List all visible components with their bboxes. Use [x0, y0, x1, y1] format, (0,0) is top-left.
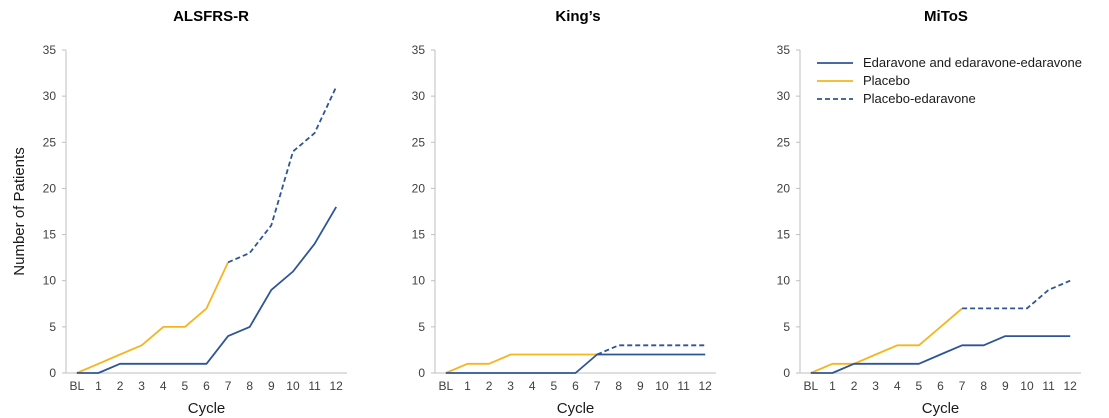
x-tick-label: 6: [572, 379, 579, 393]
x-tick-label: 10: [655, 379, 669, 393]
y-tick-label: 20: [777, 181, 791, 195]
series-line-edaravone: [445, 353, 706, 374]
y-tick-label: 20: [412, 181, 426, 195]
series-line-placebo-edaravone: [962, 279, 1071, 310]
x-tick-label: 3: [872, 379, 879, 393]
x-tick-label: BL: [69, 379, 84, 393]
legend-label: Placebo: [863, 73, 910, 88]
x-tick-label: 2: [117, 379, 124, 393]
y-tick-label: 10: [43, 274, 57, 288]
y-tick-label: 0: [49, 366, 56, 380]
x-tick-label: 8: [246, 379, 253, 393]
legend-label: Placebo-edaravone: [863, 91, 976, 106]
x-tick-label: 5: [551, 379, 558, 393]
y-tick-label: 30: [43, 89, 57, 103]
x-tick-label: 12: [330, 379, 344, 393]
y-tick-label: 30: [777, 89, 791, 103]
x-tick-label: 2: [486, 379, 493, 393]
y-tick-label: 20: [43, 181, 57, 195]
y-tick-label: 30: [412, 89, 426, 103]
y-tick-label: 35: [43, 43, 57, 57]
x-tick-label: 6: [203, 379, 210, 393]
series-line-placebo: [810, 307, 963, 374]
x-tick-label: 1: [95, 379, 102, 393]
y-tick-label: 25: [43, 135, 57, 149]
y-tick-label: 15: [412, 228, 426, 242]
series-line-placebo-edaravone: [227, 86, 338, 264]
y-tick-label: 5: [49, 320, 56, 334]
y-tick-label: 5: [418, 320, 425, 334]
y-tick-label: 10: [777, 274, 791, 288]
x-tick-label: 9: [1002, 379, 1009, 393]
x-tick-label: 9: [637, 379, 644, 393]
x-tick-label: 11: [1042, 379, 1055, 393]
x-tick-label: BL: [438, 379, 453, 393]
x-tick-label: 2: [851, 379, 858, 393]
x-tick-label: 5: [182, 379, 189, 393]
y-tick-label: 35: [777, 43, 791, 57]
x-tick-label: 1: [464, 379, 471, 393]
x-tick-label: 11: [308, 379, 321, 393]
x-axis-label: Cycle: [557, 400, 595, 417]
y-tick-label: 25: [777, 135, 791, 149]
x-tick-label: 4: [894, 379, 901, 393]
y-tick-label: 0: [418, 366, 425, 380]
x-tick-label: BL: [803, 379, 818, 393]
x-axis-label: Cycle: [188, 400, 226, 417]
legend-label: Edaravone and edaravone-edaravone: [863, 55, 1082, 70]
y-tick-label: 25: [412, 135, 426, 149]
x-tick-label: 7: [225, 379, 232, 393]
x-tick-label: 8: [615, 379, 622, 393]
x-tick-label: 10: [1020, 379, 1034, 393]
y-tick-label: 15: [777, 228, 791, 242]
series-line-placebo: [76, 261, 229, 374]
series-line-edaravone: [76, 206, 337, 374]
y-tick-label: 15: [43, 228, 57, 242]
x-tick-label: 4: [160, 379, 167, 393]
x-tick-label: 12: [1064, 379, 1078, 393]
y-tick-label: 0: [783, 366, 790, 380]
chart-title: MiToS: [924, 8, 968, 25]
x-tick-label: 7: [959, 379, 966, 393]
x-tick-label: 3: [507, 379, 514, 393]
x-tick-label: 6: [937, 379, 944, 393]
x-tick-label: 12: [699, 379, 713, 393]
y-tick-label: 10: [412, 274, 426, 288]
series-line-placebo: [445, 353, 598, 374]
x-tick-label: 5: [916, 379, 923, 393]
y-axis-label: Number of Patients: [11, 147, 28, 275]
chart-title: ALSFRS-R: [173, 8, 249, 25]
series-line-placebo-edaravone: [596, 344, 706, 356]
x-tick-label: 10: [286, 379, 300, 393]
y-tick-label: 35: [412, 43, 426, 57]
y-tick-label: 5: [783, 320, 790, 334]
x-tick-label: 1: [829, 379, 836, 393]
x-tick-label: 11: [677, 379, 690, 393]
x-tick-label: 8: [980, 379, 987, 393]
series-line-edaravone: [810, 335, 1071, 374]
x-axis-label: Cycle: [922, 400, 960, 417]
x-tick-label: 3: [138, 379, 145, 393]
x-tick-label: 7: [594, 379, 601, 393]
chart-title: King’s: [555, 8, 600, 25]
x-tick-label: 4: [529, 379, 536, 393]
x-tick-label: 9: [268, 379, 275, 393]
